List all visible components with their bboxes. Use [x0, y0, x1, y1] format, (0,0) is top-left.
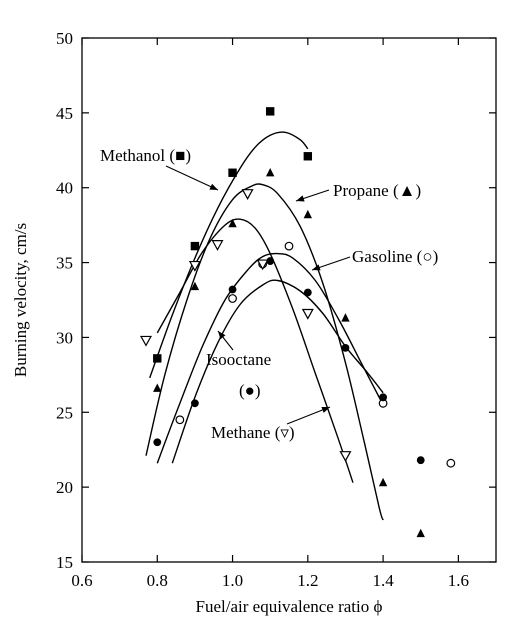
- arrow-propane-head: [296, 195, 305, 202]
- point-methane: [339, 451, 352, 462]
- label-gasoline: Gasoline (○): [352, 247, 438, 266]
- point-methanol: [228, 168, 237, 177]
- arrow-gasoline-head: [312, 264, 321, 271]
- point-gasoline: [175, 415, 185, 425]
- point-methane: [241, 189, 254, 200]
- plot-frame: [81, 37, 497, 563]
- point-isooctane: [379, 393, 387, 402]
- point-isooctane: [266, 257, 275, 265]
- point-propane: [190, 281, 200, 291]
- point-methane: [211, 240, 224, 251]
- annotations: Methanol (■) Propane (▲) Gasoline (○) Is…: [100, 146, 438, 442]
- curve-methanol: [149, 131, 309, 379]
- arrow-methanol-line: [165, 165, 219, 191]
- point-propane: [153, 383, 162, 392]
- y-tick-label: 25: [56, 403, 73, 422]
- point-gasoline: [446, 458, 456, 468]
- arrow-methanol: [165, 165, 219, 191]
- arrow-gasoline: [311, 256, 351, 271]
- label-methane: Methane (▿): [211, 423, 295, 442]
- point-propane: [416, 528, 425, 538]
- label-propane: Propane (▲): [333, 181, 421, 200]
- curve-isooctane: [171, 279, 384, 464]
- y-tick-label: 35: [56, 254, 73, 273]
- point-methane: [301, 308, 314, 320]
- curve-gasoline: [156, 252, 384, 464]
- point-methanol: [153, 354, 162, 363]
- arrow-methanol-head: [209, 183, 218, 190]
- point-gasoline: [284, 241, 294, 251]
- data-points: [139, 107, 456, 538]
- x-tick-label: 1.2: [297, 571, 318, 590]
- point-methanol: [265, 107, 275, 116]
- arrow-methane: [286, 406, 331, 425]
- point-isooctane: [153, 438, 162, 447]
- axes: 0.6 0.8 1.0 1.2 1.4 1.6 15 20 25 30 35 40 45 50 Fuel/a…: [11, 29, 497, 616]
- x-tick-label: 1.0: [222, 571, 243, 590]
- point-propane: [303, 209, 313, 219]
- x-tick-label: 1.4: [372, 571, 394, 590]
- arrow-isooctane-head: [218, 331, 226, 340]
- point-methane: [139, 335, 153, 347]
- point-isooctane: [341, 344, 350, 352]
- label-isooctane-symbol: (●): [239, 381, 261, 400]
- y-tick-label: 50: [56, 29, 73, 48]
- y-axis-title: Burning velocity, cm/s: [11, 223, 30, 377]
- x-axis-title: Fuel/air equivalence ratio ϕ: [196, 597, 383, 616]
- point-isooctane: [303, 288, 312, 297]
- point-propane: [341, 313, 350, 322]
- arrow-propane: [295, 189, 330, 202]
- x-tick-label: 0.6: [71, 571, 92, 590]
- label-isooctane: Isooctane: [206, 350, 271, 369]
- point-methane: [256, 259, 269, 271]
- point-isooctane: [191, 399, 199, 408]
- y-tick-label: 30: [56, 328, 73, 347]
- point-propane: [265, 167, 275, 177]
- arrow-isooctane: [217, 330, 234, 351]
- y-tick-label: 20: [56, 478, 73, 497]
- x-tick-label: 0.8: [147, 571, 168, 590]
- point-methanol: [190, 241, 200, 251]
- point-propane: [228, 218, 237, 228]
- label-methanol: Methanol (■): [100, 146, 191, 165]
- point-isooctane: [416, 456, 425, 465]
- point-gasoline: [228, 294, 237, 303]
- y-tick-label: 45: [56, 104, 73, 123]
- point-isooctane: [228, 285, 237, 294]
- x-tick-label: 1.6: [448, 571, 469, 590]
- y-tick-label: 40: [56, 179, 73, 198]
- arrow-methane-head: [321, 407, 330, 413]
- point-methanol: [303, 152, 313, 161]
- curve-propane: [145, 183, 384, 521]
- y-tick-label: 15: [56, 553, 73, 572]
- point-propane: [378, 477, 388, 487]
- point-methane: [188, 260, 201, 272]
